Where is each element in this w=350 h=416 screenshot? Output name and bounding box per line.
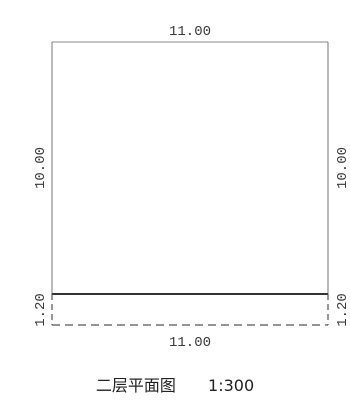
plan-title: 二层平面图 bbox=[95, 376, 176, 395]
right-balcony-dimension: 1.20 bbox=[335, 293, 350, 327]
left-balcony-dimension: 1.20 bbox=[33, 293, 49, 327]
top-width-dimension: 11.00 bbox=[169, 24, 211, 40]
left-room-dimension: 10.00 bbox=[33, 147, 49, 189]
bottom-width-dimension: 11.00 bbox=[169, 335, 211, 351]
plan-scale: 1:300 bbox=[208, 376, 255, 395]
plan-caption: 二层平面图 1:300 bbox=[0, 372, 350, 396]
right-room-dimension: 10.00 bbox=[335, 147, 350, 189]
